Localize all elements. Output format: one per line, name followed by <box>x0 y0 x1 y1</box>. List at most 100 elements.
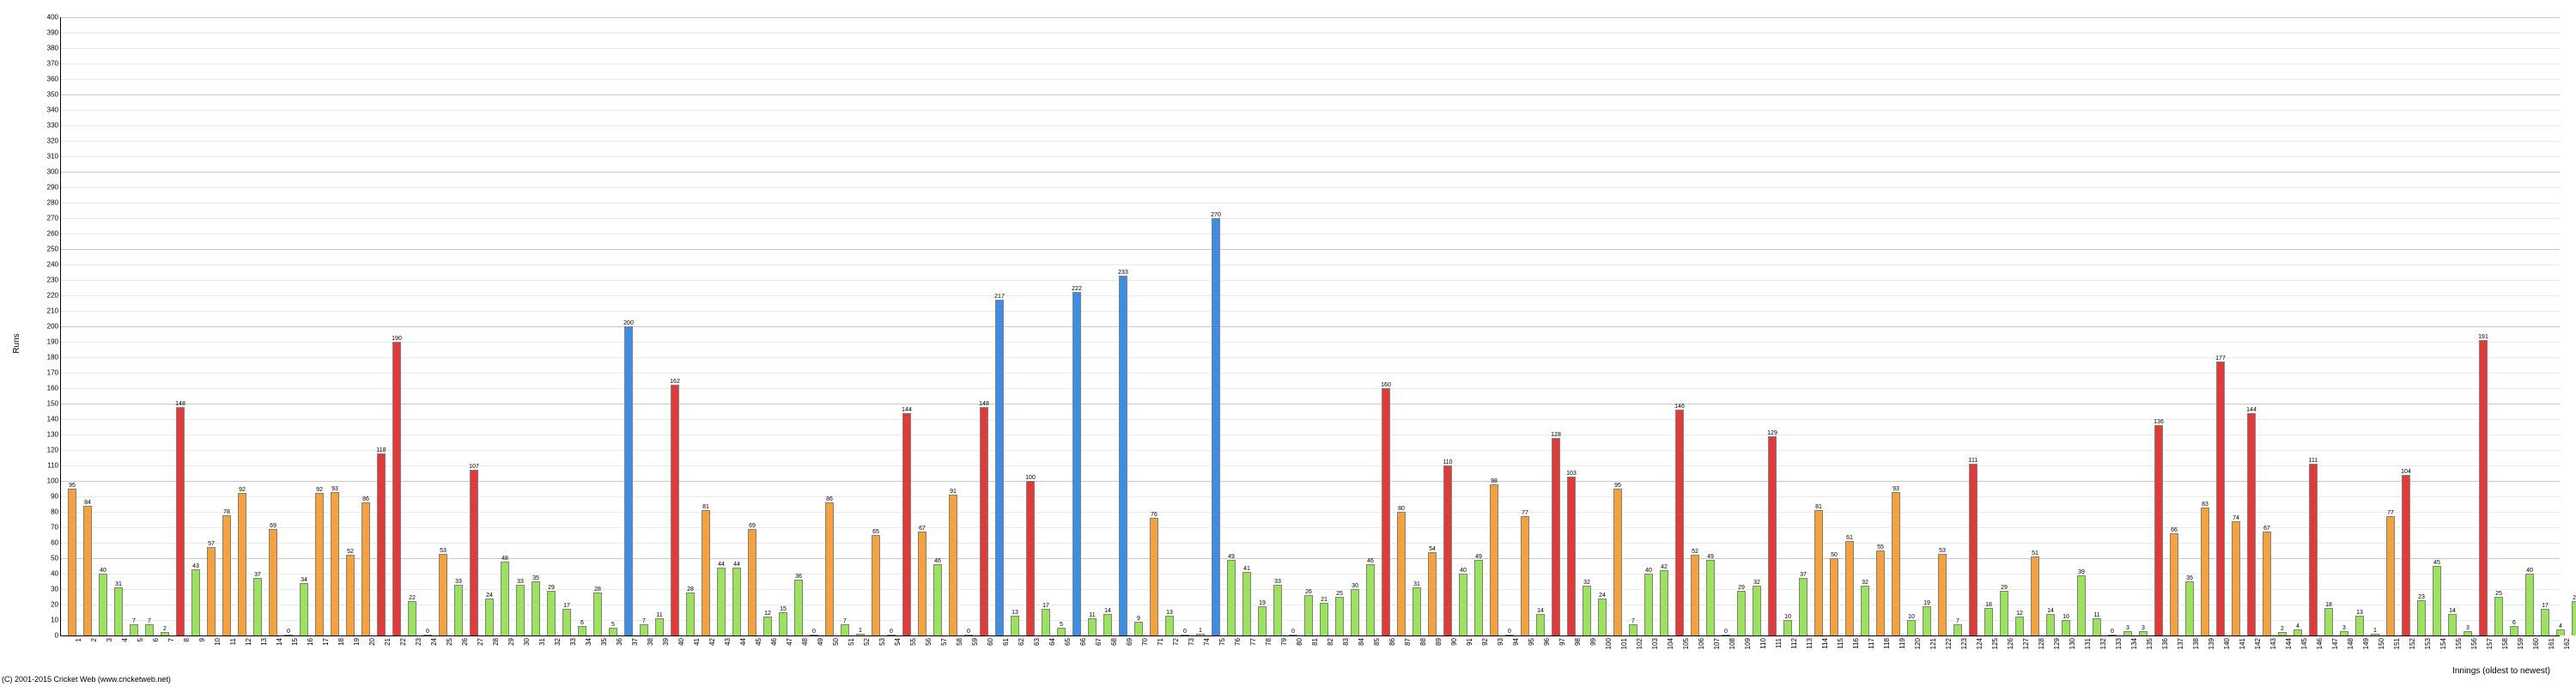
y-tick-label: 60 <box>51 539 61 547</box>
bar-value-label: 83 <box>2202 502 2208 508</box>
bar: 136 <box>2154 425 2163 635</box>
bar: 49 <box>1706 560 1715 635</box>
bar: 110 <box>1443 465 1452 635</box>
bar-value-label: 217 <box>994 294 1005 301</box>
bar-value-label: 13 <box>1166 610 1173 617</box>
bar: 92 <box>238 493 246 635</box>
bar: 35 <box>2185 581 2194 635</box>
bar-value-label: 0 <box>287 629 290 635</box>
x-tick-label: 7 <box>167 635 175 641</box>
y-tick-label: 380 <box>47 45 61 52</box>
bar: 67 <box>918 532 927 635</box>
x-tick-label: 14 <box>276 635 283 646</box>
bar: 45 <box>2433 566 2441 635</box>
bar: 7 <box>1953 624 1962 635</box>
x-tick-label: 143 <box>2269 635 2277 649</box>
bar: 217 <box>995 300 1004 635</box>
bar-value-label: 26 <box>1305 589 1312 596</box>
x-tick-label: 4 <box>121 635 129 641</box>
y-tick-label: 120 <box>47 447 61 454</box>
x-tick-label: 151 <box>2393 635 2401 649</box>
x-tick-label: 33 <box>569 635 577 646</box>
bar-value-label: 44 <box>718 562 725 568</box>
x-tick-label: 41 <box>693 635 701 646</box>
x-tick-label: 42 <box>708 635 716 646</box>
x-tick-label: 159 <box>2517 635 2524 649</box>
bar-value-label: 33 <box>1274 579 1281 586</box>
bar: 81 <box>702 510 710 635</box>
y-tick-label: 230 <box>47 277 61 284</box>
x-tick-label: 59 <box>971 635 979 646</box>
bar: 6 <box>2510 626 2518 635</box>
x-tick-label: 22 <box>399 635 407 646</box>
bar-value-label: 5 <box>1060 622 1063 629</box>
bar: 78 <box>222 515 231 635</box>
bar-value-label: 160 <box>1381 382 1391 389</box>
x-tick-label: 18 <box>337 635 345 646</box>
bar: 15 <box>779 612 787 635</box>
bar-value-label: 74 <box>2233 515 2239 522</box>
x-tick-label: 23 <box>415 635 422 646</box>
x-tick-label: 74 <box>1203 635 1211 646</box>
bar: 55 <box>1876 550 1885 635</box>
y-tick-label: 180 <box>47 354 61 362</box>
bar-value-label: 146 <box>1674 404 1685 410</box>
x-tick-label: 26 <box>461 635 469 646</box>
bar: 9 <box>1134 622 1143 635</box>
x-tick-label: 118 <box>1883 635 1891 649</box>
bar-value-label: 91 <box>950 489 957 495</box>
bar: 53 <box>439 554 447 635</box>
x-tick-label: 85 <box>1373 635 1381 646</box>
bar: 69 <box>269 529 277 635</box>
bar: 190 <box>392 342 401 635</box>
x-tick-label: 124 <box>1976 635 1984 649</box>
x-tick-label: 51 <box>848 635 855 646</box>
bar-value-label: 22 <box>2573 595 2576 602</box>
y-gridline <box>61 311 2560 312</box>
bar-value-label: 19 <box>1259 600 1266 607</box>
y-gridline <box>61 512 2560 513</box>
y-gridline <box>61 218 2560 219</box>
bar-value-label: 32 <box>1583 580 1590 587</box>
y-tick-label: 40 <box>51 570 61 578</box>
x-tick-label: 43 <box>724 635 732 646</box>
y-tick-label: 350 <box>47 91 61 99</box>
bar: 17 <box>2541 609 2549 635</box>
x-tick-label: 142 <box>2254 635 2262 649</box>
bar-value-label: 233 <box>1118 270 1128 277</box>
bar-value-label: 0 <box>1508 629 1511 635</box>
bar-value-label: 84 <box>84 500 91 507</box>
x-tick-label: 134 <box>2130 635 2138 649</box>
x-tick-label: 78 <box>1265 635 1273 646</box>
x-tick-label: 76 <box>1234 635 1242 646</box>
x-tick-label: 90 <box>1450 635 1458 646</box>
bar-value-label: 270 <box>1211 212 1221 219</box>
x-tick-label: 100 <box>1605 635 1613 649</box>
x-tick-label: 128 <box>2038 635 2045 649</box>
bar-value-label: 51 <box>2032 550 2038 557</box>
bar-value-label: 7 <box>132 618 136 625</box>
x-tick-label: 30 <box>523 635 531 646</box>
bar-value-label: 13 <box>2356 610 2363 617</box>
bar-value-label: 18 <box>2325 602 2332 609</box>
x-tick-label: 115 <box>1837 635 1844 649</box>
x-tick-label: 44 <box>739 635 747 646</box>
bar: 69 <box>748 529 756 635</box>
bar: 44 <box>717 568 726 635</box>
y-gridline <box>61 481 2560 482</box>
bar-value-label: 13 <box>1012 610 1018 617</box>
bar-value-label: 95 <box>1614 483 1621 489</box>
bar-value-label: 144 <box>902 407 912 414</box>
bar-value-label: 0 <box>1724 629 1728 635</box>
bar-value-label: 66 <box>2171 527 2178 534</box>
bar: 50 <box>1830 558 1838 635</box>
y-gridline <box>61 264 2560 265</box>
x-tick-label: 21 <box>384 635 392 646</box>
bar: 11 <box>1088 618 1097 635</box>
x-tick-label: 131 <box>2084 635 2092 649</box>
bar: 19 <box>1923 606 1931 635</box>
bar: 129 <box>1768 436 1777 635</box>
bar: 14 <box>1536 614 1545 635</box>
bar-value-label: 111 <box>2309 458 2318 465</box>
bar-value-label: 54 <box>1429 546 1436 553</box>
